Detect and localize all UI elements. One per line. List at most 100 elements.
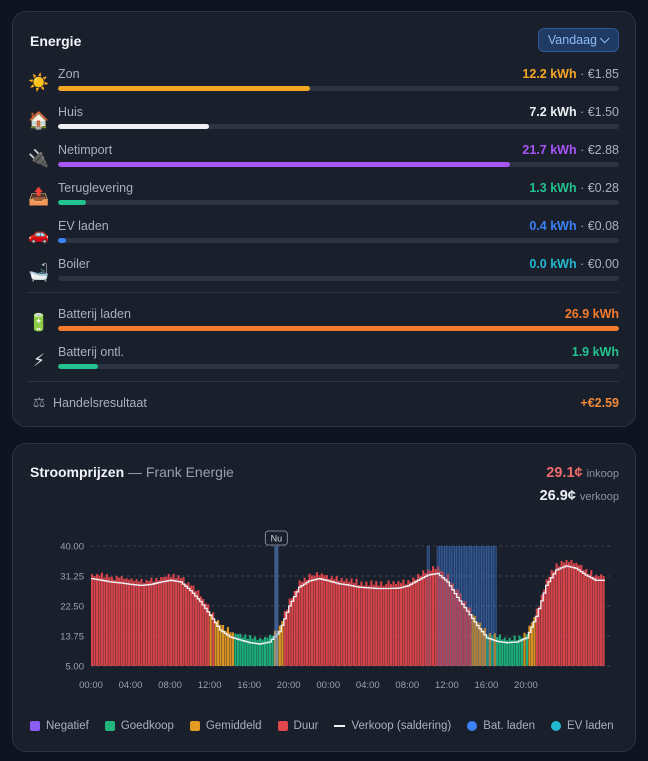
price-bar [239, 633, 242, 666]
energy-row-batterij-ontl: ⚡ Batterij ontl. 1.9 kWh [27, 345, 619, 379]
legend-item[interactable]: Gemiddeld [189, 720, 262, 732]
row-value: 26.9 kWh [565, 307, 619, 321]
price-bar [456, 589, 459, 666]
legend-label: Verkoop (saldering) [351, 720, 452, 732]
row-cost: · €1.50 [576, 105, 619, 119]
price-bar [182, 577, 185, 666]
legend-item[interactable]: Duur [277, 720, 319, 732]
price-bar [432, 566, 435, 666]
price-bar [108, 577, 111, 666]
legend-item[interactable]: EV laden [551, 720, 614, 732]
price-bar [301, 581, 304, 666]
price-bar [283, 611, 286, 666]
price-bar [580, 564, 583, 666]
plug-icon: 🔌 [28, 149, 50, 168]
price-bar [558, 566, 561, 666]
price-bar [592, 576, 595, 666]
price-bar [567, 562, 571, 666]
price-bar [555, 563, 558, 666]
price-bar [328, 578, 331, 666]
legend-item[interactable]: Verkoop (saldering) [334, 720, 451, 732]
price-bar [310, 575, 314, 666]
buy-price-value: 29.1¢ [546, 465, 583, 481]
x-tick-label: 12:00 [435, 680, 459, 691]
price-bar [320, 573, 323, 666]
sell-price-unit: verkoop [579, 491, 619, 503]
legend-label: Duur [293, 720, 319, 732]
price-bar [125, 578, 128, 666]
row-value: 21.7 kWh · €2.88 [522, 143, 619, 157]
price-bar [113, 579, 116, 666]
row-value: 12.2 kWh · €1.85 [522, 67, 619, 81]
legend-item[interactable]: Bat. laden [467, 720, 535, 732]
x-tick-label: 00:00 [79, 680, 103, 691]
price-bar [390, 584, 393, 666]
price-bar [486, 634, 489, 666]
price-bar [207, 604, 210, 666]
price-bar [194, 591, 197, 666]
price-bar [259, 637, 262, 666]
price-bar [271, 635, 274, 666]
price-chart[interactable]: 40.00 31.25 22.50 13.75 5.00 00:00 04:00 08:00 1… [13, 524, 635, 714]
price-bar [516, 640, 519, 666]
price-bar [530, 622, 533, 666]
bathtub-icon: 🛁 [28, 263, 50, 282]
legend-label: Negatief [46, 720, 89, 732]
price-bar [365, 581, 368, 666]
price-bar [535, 608, 538, 666]
progress-track [58, 326, 619, 331]
price-bar [414, 579, 417, 666]
price-bar [545, 579, 548, 666]
price-bar [575, 562, 578, 666]
y-tick-label: 13.75 [60, 632, 84, 643]
legend-item[interactable]: Negatief [30, 720, 89, 732]
price-bar [503, 637, 506, 666]
price-card: Stroomprijzen — Frank Energie 29.1¢ inkoo… [12, 443, 636, 752]
price-bar [120, 576, 123, 666]
row-cost: · €2.88 [576, 143, 619, 157]
legend-item[interactable]: Goedkoop [104, 720, 174, 732]
price-bar [380, 581, 383, 666]
price-bar [323, 575, 326, 666]
legend-swatch [277, 721, 288, 731]
legend-label: Goedkoop [120, 720, 174, 732]
price-bar [343, 581, 346, 666]
price-bar [115, 575, 118, 666]
price-bar [140, 578, 143, 666]
legend-swatch [551, 721, 562, 731]
row-value: 1.9 kWh [572, 345, 619, 359]
price-bar [409, 582, 412, 666]
price-bar [407, 580, 410, 666]
price-bar [372, 584, 375, 666]
row-cost: · €0.00 [576, 257, 619, 271]
sell-price-line [91, 565, 605, 645]
price-bar [424, 572, 427, 666]
x-tick-label: 00:00 [316, 680, 340, 691]
price-bar [553, 571, 556, 666]
price-bar [130, 578, 133, 666]
row-label: Batterij laden [58, 307, 131, 321]
price-bar [229, 632, 232, 666]
trade-result-row: ⚖ Handelsresultaat +€2.59 [27, 394, 619, 414]
price-bar [397, 581, 400, 666]
price-bar [429, 570, 432, 666]
legend-swatch [30, 721, 40, 731]
price-bar [375, 581, 378, 666]
row-label: Zon [58, 67, 80, 81]
price-bar [142, 582, 146, 666]
price-bar [439, 570, 442, 666]
price-bar [236, 634, 239, 666]
price-bar [345, 578, 348, 666]
price-bar [305, 579, 309, 666]
energy-row-teruglevering: 📤 Teruglevering 1.3 kWh · €0.28 [27, 181, 619, 215]
price-bar [562, 562, 566, 666]
row-label: Batterij ontl. [58, 345, 125, 359]
y-tick-label: 40.00 [60, 542, 84, 553]
price-bar [340, 578, 343, 666]
period-dropdown[interactable]: Vandaag [537, 28, 619, 52]
progress-track [58, 162, 619, 167]
price-bar [231, 632, 234, 666]
energy-row-batterij-laden: 🔋 Batterij laden 26.9 kWh [27, 307, 619, 341]
price-bar [202, 598, 205, 666]
price-bar [377, 585, 380, 666]
